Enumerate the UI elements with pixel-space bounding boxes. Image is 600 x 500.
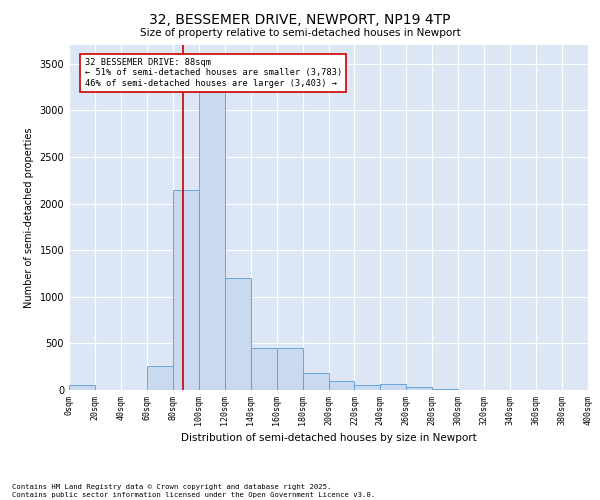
Bar xyxy=(406,387,432,390)
Text: Contains HM Land Registry data © Crown copyright and database right 2025.
Contai: Contains HM Land Registry data © Crown c… xyxy=(12,484,375,498)
Text: 32, BESSEMER DRIVE, NEWPORT, NP19 4TP: 32, BESSEMER DRIVE, NEWPORT, NP19 4TP xyxy=(149,12,451,26)
Text: Size of property relative to semi-detached houses in Newport: Size of property relative to semi-detach… xyxy=(140,28,460,38)
Y-axis label: Number of semi-detached properties: Number of semi-detached properties xyxy=(24,127,34,308)
Bar xyxy=(173,190,199,390)
Bar xyxy=(69,386,95,390)
Bar xyxy=(355,385,380,390)
X-axis label: Distribution of semi-detached houses by size in Newport: Distribution of semi-detached houses by … xyxy=(181,433,476,443)
Bar xyxy=(251,348,277,390)
Bar xyxy=(199,75,224,390)
Bar xyxy=(302,373,329,390)
Bar xyxy=(225,278,251,390)
Bar xyxy=(380,384,406,390)
Bar xyxy=(329,380,355,390)
Bar xyxy=(277,348,302,390)
Bar xyxy=(147,366,173,390)
Text: 32 BESSEMER DRIVE: 88sqm
← 51% of semi-detached houses are smaller (3,783)
46% o: 32 BESSEMER DRIVE: 88sqm ← 51% of semi-d… xyxy=(85,58,342,88)
